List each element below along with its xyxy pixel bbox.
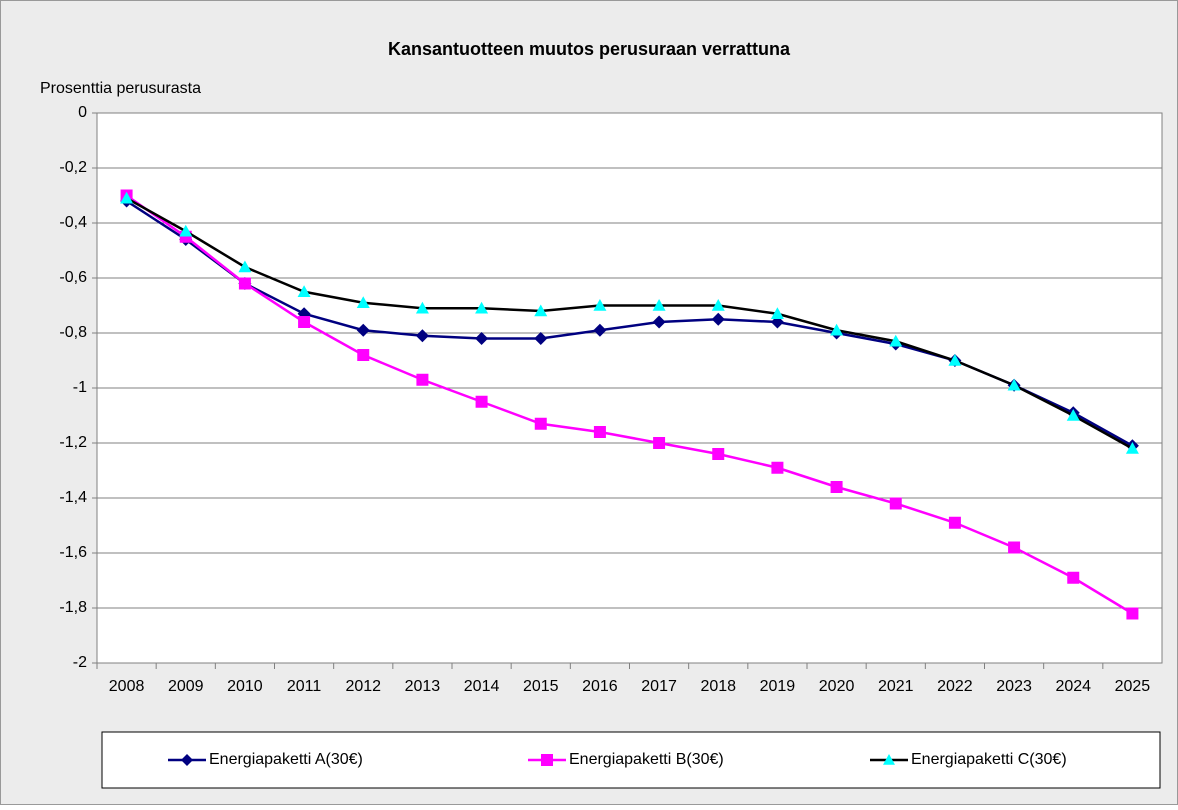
point <box>534 332 548 345</box>
point <box>712 448 725 460</box>
x-tick-label: 2008 <box>109 678 145 695</box>
point <box>1008 541 1021 554</box>
x-tick-label: 2021 <box>878 678 914 695</box>
point <box>415 301 429 314</box>
y-tick-label: -2 <box>73 654 87 671</box>
point <box>593 299 607 311</box>
x-tick-label: 2024 <box>1055 678 1091 695</box>
y-tick-label: 0 <box>78 104 87 121</box>
point <box>830 481 843 493</box>
chart-title: Kansantuotteen muutos perusuraan verratt… <box>388 39 791 59</box>
point <box>356 323 370 337</box>
x-tick-label: 2019 <box>760 678 796 695</box>
point <box>475 332 489 345</box>
point <box>889 497 902 510</box>
point <box>120 191 134 204</box>
y-tick-label: -1,6 <box>59 544 87 561</box>
x-tick-label: 2011 <box>287 678 322 695</box>
point <box>238 260 252 273</box>
legend-label: Energiapaketti A(30€) <box>209 751 363 768</box>
x-tick-label: 2013 <box>405 678 441 695</box>
legend-label: Energiapaketti B(30€) <box>569 751 724 768</box>
point <box>475 395 488 408</box>
point <box>475 301 489 314</box>
point <box>534 417 547 430</box>
point <box>889 334 903 347</box>
x-tick-label: 2010 <box>227 678 263 695</box>
x-tick-label: 2015 <box>523 678 559 695</box>
point <box>1125 442 1139 454</box>
y-tick-label: -0,4 <box>59 214 87 231</box>
y-tick-label: -1 <box>73 379 87 396</box>
point <box>416 373 429 386</box>
point <box>771 461 784 474</box>
x-tick-label: 2017 <box>641 678 677 695</box>
y-tick-label: -1,8 <box>59 599 87 616</box>
x-tick-label: 2012 <box>345 678 381 695</box>
point <box>593 426 606 438</box>
point <box>770 307 784 319</box>
point <box>238 277 251 290</box>
point <box>1007 378 1021 391</box>
x-tick-label: 2018 <box>700 678 736 695</box>
legend-box <box>101 731 1161 789</box>
point <box>534 304 548 317</box>
x-tick-label: 2014 <box>464 678 500 695</box>
y-tick-label: -0,8 <box>59 324 87 341</box>
point <box>356 296 370 308</box>
x-tick-label: 2009 <box>168 678 204 695</box>
point <box>652 299 666 311</box>
y-tick-label: -1,2 <box>59 434 87 451</box>
y-tick-label: -1,4 <box>59 489 87 506</box>
x-tick-label: 2020 <box>819 678 855 695</box>
legend-marker <box>883 754 895 765</box>
point <box>593 323 607 337</box>
point <box>1067 571 1080 584</box>
point <box>179 224 193 237</box>
point <box>1066 409 1080 421</box>
x-tick-label: 2023 <box>996 678 1032 695</box>
point <box>830 323 844 336</box>
legend-marker <box>541 754 553 766</box>
series-line <box>125 197 1134 450</box>
y-axis-label: Prosenttia perusurasta <box>40 80 201 97</box>
x-tick-label: 2016 <box>582 678 618 695</box>
legend-label: Energiapaketti C(30€) <box>911 751 1067 768</box>
point <box>948 354 962 366</box>
y-tick-label: -0,2 <box>59 159 87 176</box>
point <box>711 312 725 326</box>
point <box>415 329 429 343</box>
x-tick-label: 2025 <box>1115 678 1151 695</box>
point <box>357 349 370 361</box>
legend-marker <box>181 754 193 766</box>
series-line <box>125 194 1134 615</box>
x-tick-label: 2022 <box>937 678 973 695</box>
point <box>298 316 311 328</box>
y-tick-label: -0,6 <box>59 269 87 286</box>
point <box>653 437 666 449</box>
point <box>948 516 961 529</box>
point <box>297 285 311 297</box>
point <box>1126 607 1139 620</box>
point <box>652 315 666 329</box>
point <box>711 299 725 311</box>
